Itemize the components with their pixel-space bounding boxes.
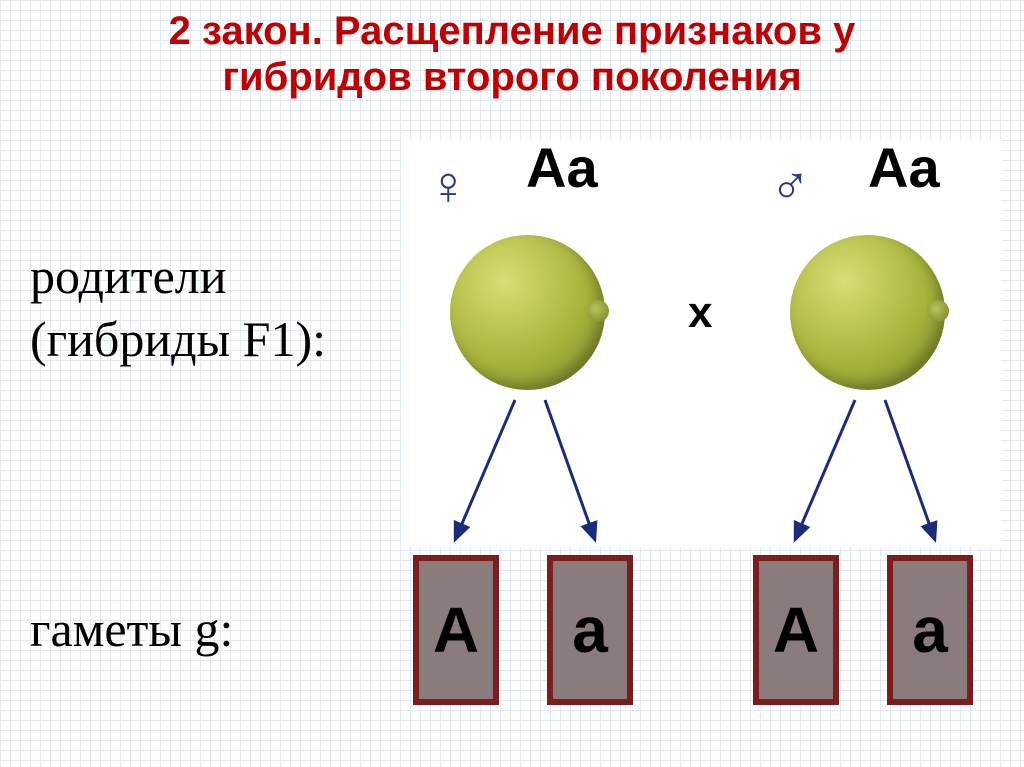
label-gametes: гаметы g: (30, 600, 233, 658)
gamete-value-3: A (773, 593, 819, 667)
gamete-value-4: a (912, 593, 948, 667)
gamete-box-1: A (413, 555, 499, 705)
title-line-1: 2 закон. Расщепление признаков у (0, 8, 1024, 54)
pea-male (790, 235, 945, 390)
pea-female (450, 235, 605, 390)
cross-symbol: x (688, 288, 712, 338)
genotype-female: Aa (526, 135, 598, 200)
page-title: 2 закон. Расщепление признаков у гибридо… (0, 8, 1024, 100)
gamete-value-1: A (433, 593, 479, 667)
gamete-value-2: a (572, 593, 608, 667)
gamete-box-2: a (547, 555, 633, 705)
male-symbol: ♂ (770, 155, 811, 217)
arrow-4 (840, 390, 1024, 560)
genotype-male: Aa (868, 135, 940, 200)
label-parents: родители (гибриды F1): (30, 245, 326, 370)
gamete-box-3: A (753, 555, 839, 705)
arrow-2 (500, 390, 700, 560)
female-symbol: ♀ (428, 155, 469, 217)
title-line-2: гибридов второго поколения (0, 54, 1024, 100)
gamete-box-4: a (887, 555, 973, 705)
